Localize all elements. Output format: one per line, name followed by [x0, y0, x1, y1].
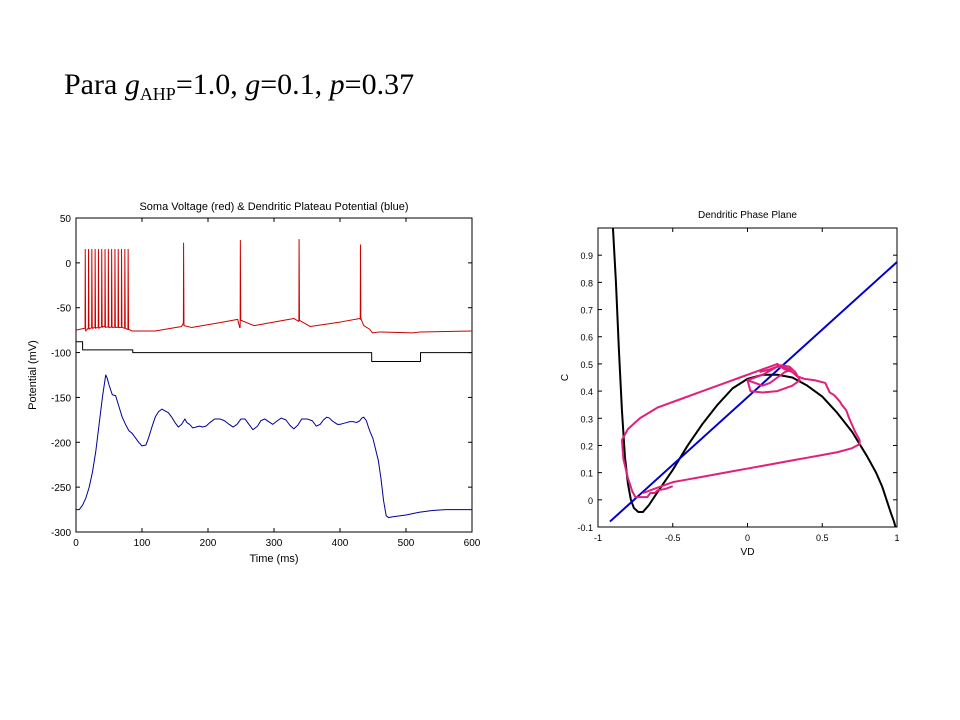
phase-y-tick-label: 0.9: [580, 251, 593, 261]
phase-x-tick-label: -1: [594, 533, 602, 543]
soma-y-tick-label: -250: [51, 483, 71, 494]
title-g-value: =0.1,: [260, 68, 330, 101]
phase-series-line-3: [746, 364, 801, 394]
phase-y-tick-label: 0.8: [580, 278, 593, 288]
phase-x-tick-label: -0.5: [665, 533, 681, 543]
title-ahp-value: =1.0,: [175, 68, 246, 101]
phase-x-axis-label: VD: [741, 547, 755, 558]
soma-series-line-0: [76, 239, 472, 334]
soma-y-tick-label: -200: [51, 438, 71, 449]
soma-x-tick-label: 500: [398, 538, 415, 549]
phase-y-tick-label: 0: [588, 496, 593, 506]
soma-y-tick-label: -150: [51, 393, 71, 404]
soma-y-tick-label: 50: [60, 214, 72, 225]
phase-y-tick-label: -0.1: [577, 523, 593, 533]
title-g: g: [245, 68, 261, 101]
phase-y-tick-label: 0.5: [580, 360, 593, 370]
phase-series-line-0: [611, 228, 897, 527]
title-subscript: AHP: [139, 84, 176, 104]
phase-y-tick-label: 0.3: [580, 414, 593, 424]
soma-plot-frame: [75, 217, 473, 533]
soma-x-tick-label: 200: [200, 538, 217, 549]
phase-plot-frame: [597, 227, 898, 528]
title-prefix: Para: [64, 68, 125, 101]
phase-chart: Dendritic Phase Plane VD C -1 -0.5 0 0.5 1 -0.1 0…: [560, 210, 900, 558]
phase-y-tick-label: 0.7: [580, 306, 593, 316]
phase-x-tick-label: 0: [745, 533, 750, 543]
phase-x-tick-label: 1: [894, 533, 899, 543]
soma-x-tick-label: 0: [73, 538, 79, 549]
title-p-value: =0.37: [344, 68, 415, 101]
soma-series-group: [76, 239, 472, 519]
soma-x-tick-label: 600: [464, 538, 481, 549]
phase-series-line-2: [620, 362, 861, 499]
soma-y-tick-label: -50: [57, 304, 72, 315]
soma-series-line-2: [76, 374, 472, 519]
soma-x-axis-label: Time (ms): [249, 553, 298, 565]
soma-series-line-1: [76, 341, 472, 363]
soma-y-tick-label: 0: [65, 259, 71, 270]
soma-y-axis-label: Potential (mV): [27, 340, 39, 410]
phase-y-tick-label: 0.2: [580, 441, 593, 451]
soma-y-tick-label: -100: [51, 349, 71, 360]
slide-title: Para gAHP=1.0, g=0.1, p=0.37: [64, 68, 414, 105]
title-p: p: [329, 68, 345, 101]
phase-y-axis-label: C: [560, 374, 571, 381]
phase-y-tick-label: 0.6: [580, 333, 593, 343]
phase-series-group: [609, 228, 897, 527]
phase-chart-title: Dendritic Phase Plane: [698, 210, 797, 221]
soma-chart: Soma Voltage (red) & Dendritic Plateau P…: [27, 201, 481, 565]
soma-chart-title: Soma Voltage (red) & Dendritic Plateau P…: [139, 201, 408, 213]
soma-y-tick-label: -300: [51, 528, 71, 539]
soma-x-tick-label: 400: [332, 538, 349, 549]
phase-y-tick-label: 0.1: [580, 469, 593, 479]
soma-x-tick-label: 300: [266, 538, 283, 549]
phase-y-tick-label: 0.4: [580, 387, 593, 397]
soma-x-tick-label: 100: [134, 538, 151, 549]
phase-x-tick-label: 0.5: [816, 533, 829, 543]
title-g-ahp: g: [124, 68, 140, 101]
